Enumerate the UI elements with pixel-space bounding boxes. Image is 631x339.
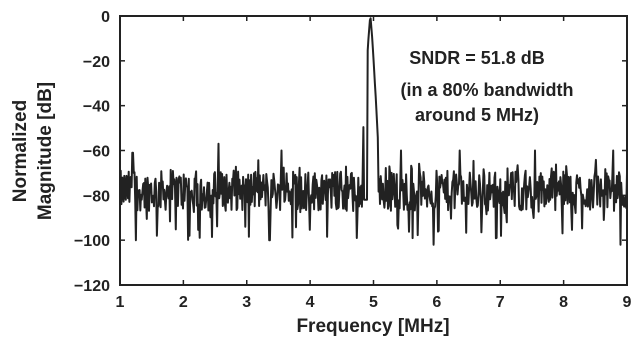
x-tick-label: 7 — [496, 294, 505, 311]
y-tick-label: −60 — [83, 144, 110, 161]
y-tick-label: −40 — [83, 99, 110, 116]
annotation-bandwidth: (in a 80% bandwidth — [400, 80, 573, 100]
y-tick-labels: 0 −20 −40 −60 −80 −100 −120 — [74, 9, 110, 295]
x-tick-labels: 1 2 3 4 5 6 7 8 9 — [116, 294, 631, 311]
x-tick-label: 2 — [179, 294, 188, 311]
y-tick-label: −80 — [83, 188, 110, 205]
annotation-around: around 5 MHz) — [415, 105, 539, 125]
y-tick-label: −120 — [74, 278, 110, 295]
annotation-sndr: SNDR = 51.8 dB — [409, 48, 545, 68]
x-tick-label: 3 — [242, 294, 251, 311]
x-tick-label: 5 — [369, 294, 378, 311]
x-tick-label: 1 — [116, 294, 125, 311]
x-tick-label: 6 — [432, 294, 441, 311]
y-tick-label: 0 — [101, 9, 110, 26]
x-axis-title: Frequency [MHz] — [296, 316, 449, 337]
spectrum-line — [119, 17, 628, 246]
y-axis-title-line2: Magnitude [dB] — [35, 82, 56, 220]
axis-ticks — [119, 15, 628, 286]
x-tick-label: 4 — [306, 294, 315, 311]
x-tick-label: 9 — [623, 294, 631, 311]
y-tick-label: −20 — [83, 54, 110, 71]
y-tick-label: −100 — [74, 233, 110, 250]
x-tick-label: 8 — [559, 294, 568, 311]
y-axis-title-line1: Normalized — [10, 100, 31, 202]
